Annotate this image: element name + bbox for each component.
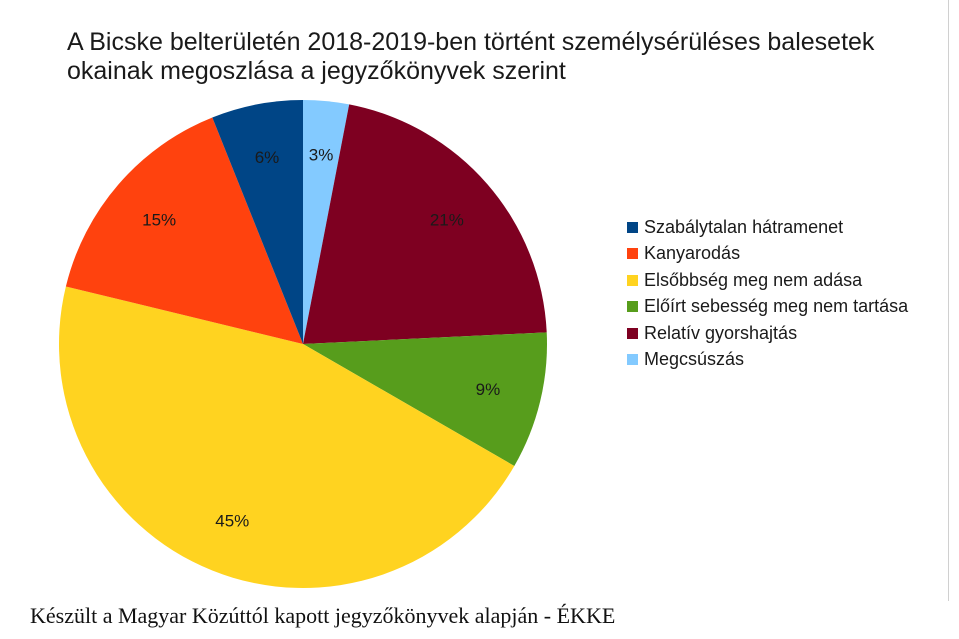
legend-label: Kanyarodás [644,243,741,264]
slice-value-label-3: 45% [215,512,249,531]
legend-swatch [627,248,638,260]
slice-value-label-1: 6% [255,148,280,167]
legend-item-3: Elsőbbség meg nem adása [627,267,908,294]
legend-item-4: Előírt sebesség meg nem tartása [627,294,908,321]
pie-slice-6 [303,100,350,344]
chart-area: A Bicske belterületén 2018-2019-ben tört… [59,0,949,601]
slice-value-label-6: 3% [309,146,334,165]
legend-label: Megcsúszás [644,349,745,370]
pie-slice-4 [303,332,547,466]
pie-slice-1 [212,100,303,344]
legend-item-2: Kanyarodás [627,241,908,268]
legend-item-1: Szabálytalan hátramenet [627,214,908,241]
legend-label: Szabálytalan hátramenet [644,216,844,237]
legend-swatch [627,327,638,339]
chart-title: A Bicske belterületén 2018-2019-ben tört… [67,28,927,86]
pie-slice-3 [59,286,515,588]
slice-value-label-2: 15% [142,210,176,229]
legend-swatch [627,221,638,233]
slice-value-label-4: 9% [476,380,501,399]
legend-item-5: Relatív gyorshajtás [627,320,908,347]
chart-title-line-2: okainak megoszlása a jegyzőkönyvek szeri… [67,57,566,85]
legend-swatch [627,301,638,313]
legend-label: Előírt sebesség meg nem tartása [644,296,909,317]
legend-swatch [627,274,638,286]
pie-slice-2 [65,117,303,344]
legend-swatch [627,354,638,366]
source-caption: Készült a Magyar Közúttól kapott jegyzők… [30,603,616,628]
legend-item-6: Megcsúszás [627,347,908,374]
pie-chart: 3% 21% 9% 45% 15% 6% [59,100,547,588]
legend-label: Relatív gyorshajtás [644,322,798,343]
legend-label: Elsőbbség meg nem adása [644,269,863,290]
chart-legend: Szabálytalan hátramenet Kanyarodás Elsőbbs… [627,214,908,373]
chart-title-line-1: A Bicske belterületén 2018-2019-ben tört… [67,28,875,56]
slice-value-label-5: 21% [430,210,464,229]
pie-slice-5 [303,104,547,345]
